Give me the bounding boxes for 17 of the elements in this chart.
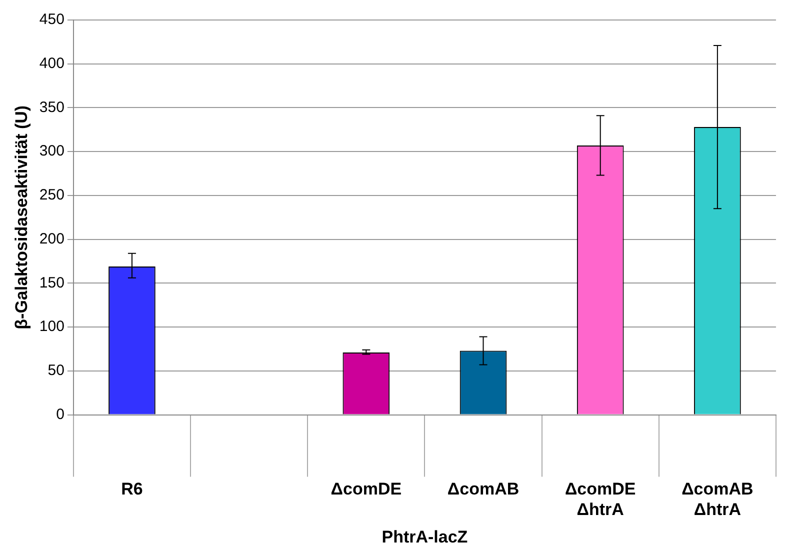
y-tick-label: 50: [48, 362, 64, 380]
y-tick-label: 300: [39, 142, 64, 160]
x-tick-label: R6: [121, 480, 143, 499]
y-tick-label: 250: [39, 186, 64, 204]
y-tick-label: 450: [39, 11, 64, 28]
y-tick-label: 150: [39, 274, 64, 292]
y-tick-label: 0: [56, 406, 64, 423]
y-tick-label: 200: [39, 230, 64, 248]
y-tick-label: 400: [39, 55, 64, 72]
y-tick-label: 350: [39, 98, 64, 116]
y-axis-title: β-Galaktosidaseaktivität (U): [12, 105, 31, 330]
x-axis-title: PhtrA-lacZ: [382, 527, 468, 546]
x-tick-label: ΔcomAB ΔhtrA: [682, 480, 754, 520]
x-tick-label: ΔcomDE ΔhtrA: [564, 480, 636, 520]
x-tick-label: ΔcomDE: [330, 480, 402, 499]
x-tick-label: ΔcomAB: [447, 480, 520, 499]
y-tick-label: 100: [39, 318, 64, 336]
